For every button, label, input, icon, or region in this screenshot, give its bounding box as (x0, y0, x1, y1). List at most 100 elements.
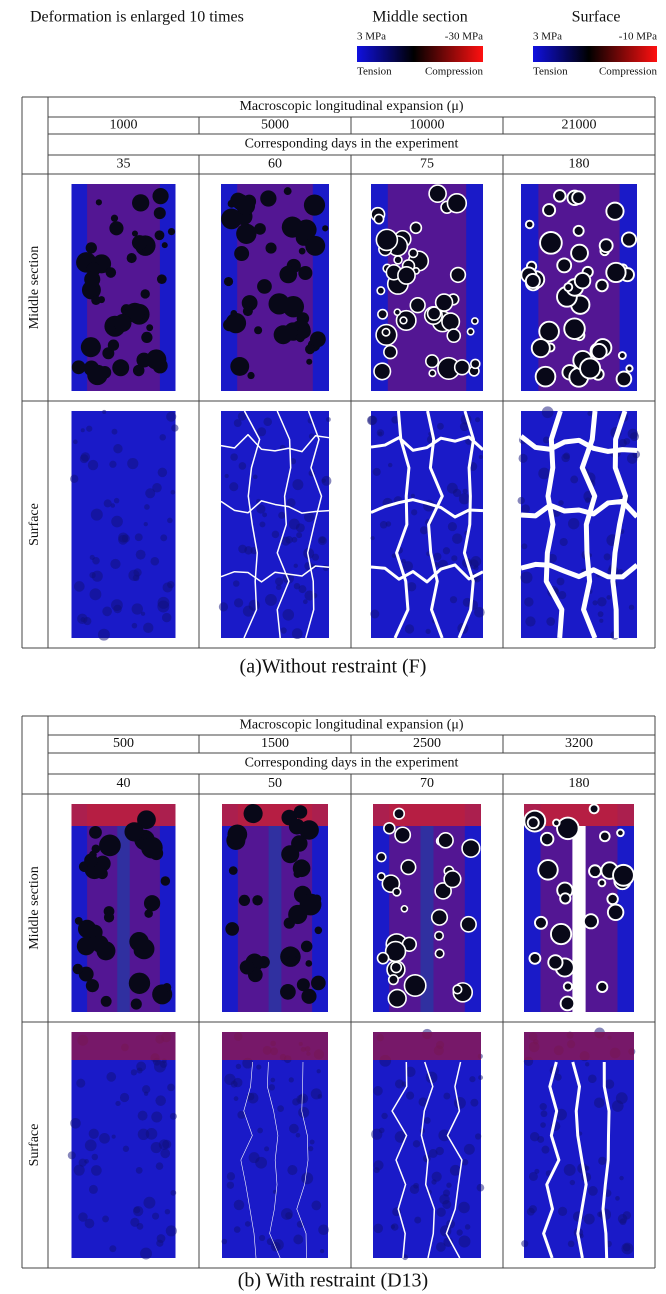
aggregate (130, 998, 142, 1010)
aggregate (113, 314, 132, 332)
crack (520, 498, 639, 519)
days-value: 60 (268, 157, 282, 172)
texture (419, 526, 429, 535)
texture (143, 622, 154, 633)
texture (442, 1200, 452, 1209)
aggregate (400, 859, 417, 876)
texture (478, 455, 483, 460)
aggregate (539, 231, 563, 255)
aggregate (582, 913, 599, 930)
aggregate (550, 922, 573, 946)
middle-section-image (373, 804, 481, 1012)
texture (140, 611, 146, 616)
aggregate (296, 978, 310, 992)
texture (547, 553, 557, 563)
aggregate (605, 261, 627, 284)
aggregate (605, 201, 625, 221)
aggregate (300, 940, 313, 953)
texture (404, 624, 415, 634)
aggregate (452, 984, 463, 995)
aggregate (390, 961, 403, 974)
aggregate (293, 805, 308, 819)
texture (539, 1103, 547, 1111)
texture (127, 457, 139, 470)
crack (240, 1061, 257, 1259)
aggregate (596, 980, 609, 994)
crack (220, 500, 330, 514)
aggregate (234, 246, 250, 262)
aggregate (430, 908, 449, 926)
aggregate (563, 317, 586, 340)
aggregate (305, 344, 316, 355)
crack (391, 1061, 408, 1259)
texture (160, 534, 168, 542)
texture (275, 577, 284, 586)
texture (322, 564, 329, 572)
texture (585, 497, 591, 504)
aggregate (393, 308, 402, 317)
middle-section-image (520, 184, 638, 391)
aggregate (146, 324, 154, 332)
texture (143, 1196, 156, 1209)
crack (579, 410, 598, 639)
aggregate (153, 207, 166, 220)
texture (224, 473, 229, 479)
texture (603, 553, 611, 561)
caption: (b) With restraint (D13) (238, 1270, 428, 1292)
aggregate (599, 830, 611, 843)
aggregate (280, 984, 296, 1000)
aggregate (76, 936, 96, 956)
aggregate (239, 960, 255, 975)
legend-left: Tension (357, 66, 392, 78)
aggregate (295, 333, 305, 343)
aggregate (286, 955, 298, 967)
expansion-value: 1500 (261, 736, 289, 751)
texture (442, 547, 451, 555)
aggregate (298, 266, 313, 281)
texture (226, 1172, 236, 1181)
texture (615, 1196, 620, 1201)
texture (302, 599, 308, 605)
texture (619, 1175, 624, 1181)
aggregate (141, 836, 163, 859)
aggregate (534, 915, 548, 930)
texture (111, 515, 123, 528)
aggregate (383, 821, 396, 835)
texture (142, 1085, 151, 1094)
texture (373, 1223, 384, 1234)
aggregate (131, 235, 147, 251)
texture (92, 557, 100, 565)
aggregate (146, 349, 167, 370)
texture (425, 628, 431, 634)
days-value: 40 (117, 776, 131, 791)
texture (233, 1096, 239, 1101)
crack (393, 410, 411, 639)
texture (524, 597, 534, 607)
aggregate (227, 824, 248, 845)
texture (238, 544, 247, 554)
texture (541, 406, 554, 419)
expansion-value: 10000 (410, 118, 445, 133)
aggregate (572, 224, 585, 237)
texture (263, 417, 272, 427)
texture (367, 415, 378, 425)
texture (90, 508, 103, 521)
aggregate (260, 190, 277, 207)
texture (278, 511, 286, 519)
aggregate (232, 193, 249, 211)
texture (592, 600, 598, 606)
aggregate (225, 312, 247, 334)
aggregate (376, 286, 386, 296)
aggregate (85, 242, 97, 254)
texture (403, 561, 414, 572)
aggregate (80, 337, 101, 358)
texture (84, 1218, 95, 1229)
texture (233, 598, 244, 608)
aggregate (595, 278, 609, 293)
aggregate (128, 972, 151, 994)
texture (446, 1182, 452, 1188)
texture (248, 1152, 260, 1164)
crack (542, 1061, 561, 1259)
aggregate (470, 317, 479, 325)
surface-image (371, 1028, 485, 1261)
